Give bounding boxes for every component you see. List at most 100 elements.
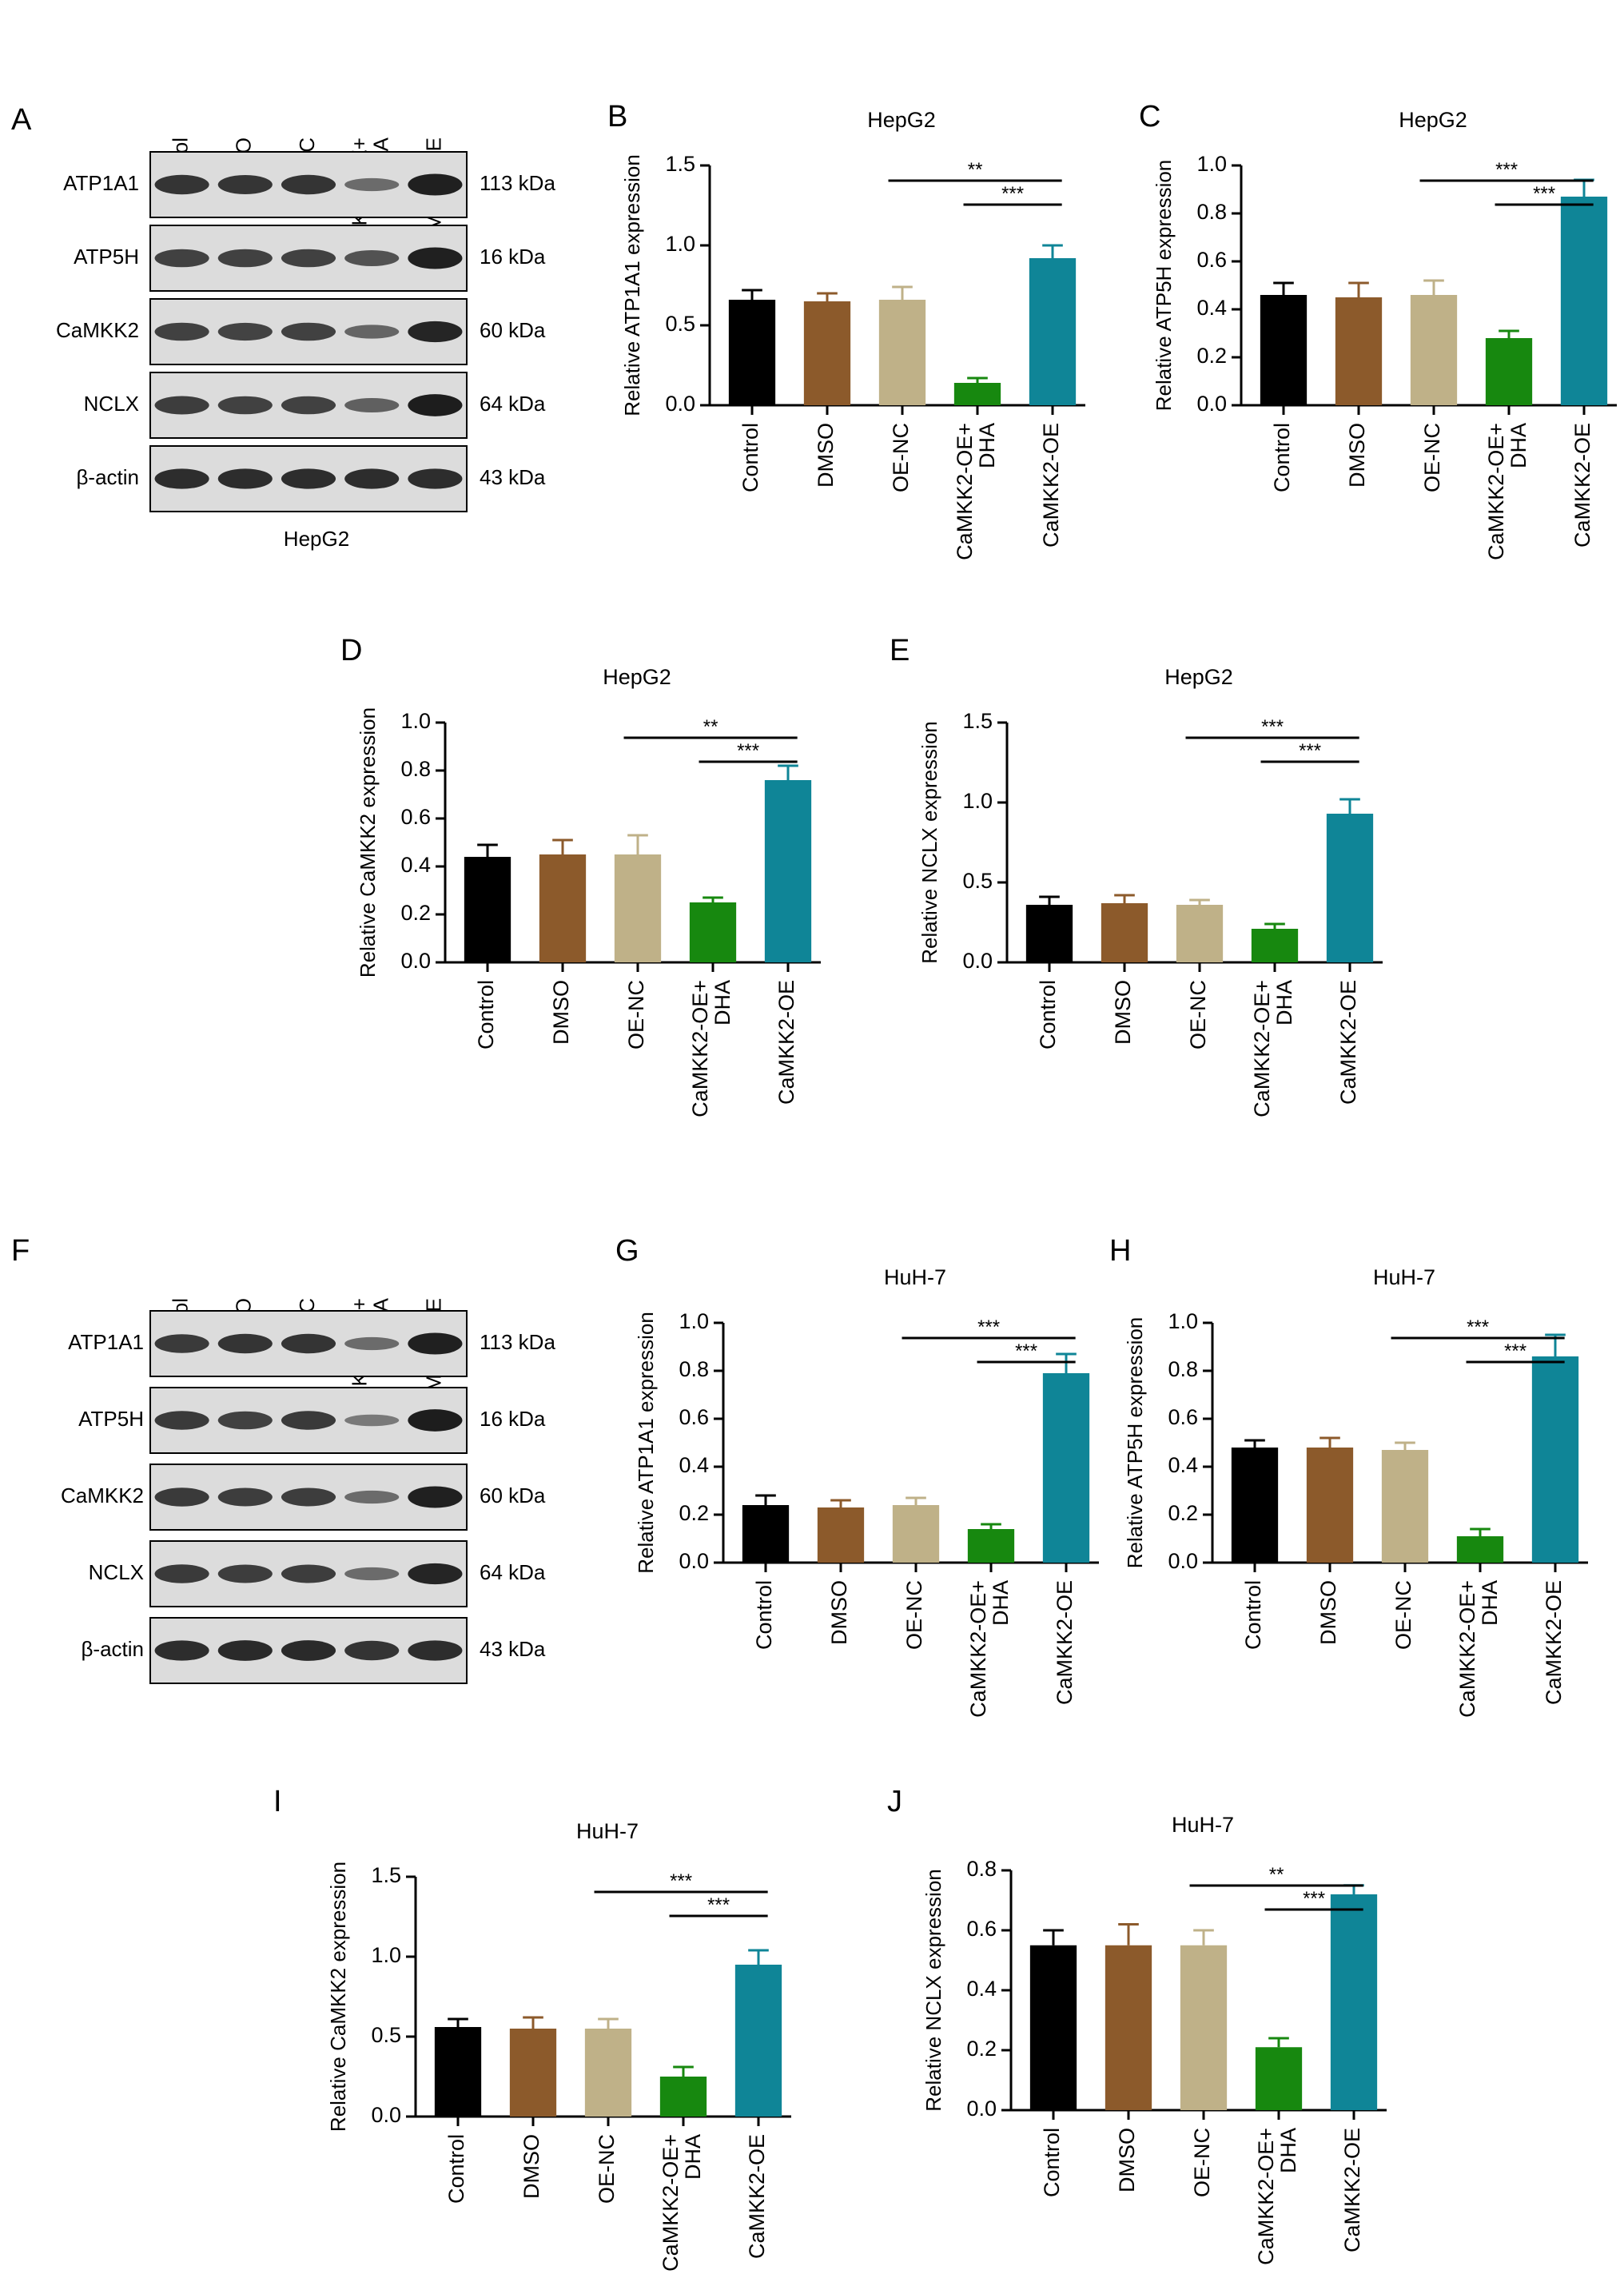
bar-chart-i: HuH-7 0.0 0.5 1.0 1.5 Relative CaMKK2 express…: [326, 1819, 791, 2272]
significance-label: ***: [1015, 1340, 1037, 1362]
blot-band: [217, 322, 273, 341]
x-tick-label-line: Control: [1036, 980, 1060, 1049]
y-tick-label: 0.2: [1196, 344, 1227, 368]
x-tick-label: Control: [474, 980, 498, 1049]
x-tick-label-line: CaMKK2-OE+: [1250, 980, 1274, 1117]
y-tick-label: 0.4: [966, 1977, 997, 2001]
x-tick-label: CaMKK2-OE+DHA: [688, 980, 734, 1117]
blot-band: [217, 1333, 273, 1354]
significance-label: ***: [1467, 1316, 1489, 1338]
y-tick-label: 0.0: [400, 949, 431, 973]
blot-band: [281, 174, 336, 195]
blot-band: [408, 1409, 463, 1432]
bar: [1485, 338, 1533, 405]
x-tick-label: OE-NC: [595, 2134, 619, 2204]
blot-band: [154, 1411, 209, 1430]
panel-letter-a: A: [11, 103, 32, 137]
significance-label: **: [968, 159, 983, 181]
y-tick-label: 1.5: [665, 152, 695, 176]
significance-label: ***: [977, 1316, 1000, 1338]
y-tick-label: 0.0: [371, 2103, 401, 2127]
chart-title: HuH-7: [1172, 1813, 1234, 1837]
x-tick-label-line: OE-NC: [1391, 1580, 1415, 1650]
bar: [764, 780, 812, 962]
bar-chart-h: HuH-7 0.0 0.2 0.4 0.6 0.8 1.0 Relative ATP5H ex…: [1123, 1265, 1588, 1718]
x-tick-label: Control: [738, 423, 762, 492]
bar: [1560, 197, 1608, 405]
blot-size-label: 60 kDa: [480, 1483, 546, 1507]
blot-size-label: 16 kDa: [480, 1407, 546, 1431]
bar: [1251, 929, 1299, 962]
panel-letter-d: D: [340, 634, 362, 667]
x-tick-label-line: Control: [474, 980, 498, 1049]
bar: [728, 300, 776, 405]
y-tick-label: 1.0: [665, 232, 695, 256]
blot-band: [217, 396, 273, 415]
x-tick-label-line: DHA: [1276, 2128, 1300, 2173]
x-tick-label: Control: [752, 1580, 776, 1650]
blot-protein-label: CaMKK2: [56, 318, 139, 342]
western-blot-f: ControlDMSOOE-NCCaMKK2-OE+DHACaMKK2-OEAT…: [61, 1297, 555, 1684]
blot-band: [217, 174, 273, 195]
x-tick-label: CaMKK2-OE: [1039, 423, 1063, 548]
blot-protein-label: ATP1A1: [63, 171, 139, 195]
y-tick-label: 0.2: [1168, 1501, 1198, 1525]
x-tick-label: CaMKK2-OE: [1336, 980, 1360, 1105]
y-axis-label: Relative ATP1A1 expression: [620, 154, 644, 416]
bar: [509, 2029, 557, 2117]
blot-protein-label: ATP5H: [78, 1407, 144, 1431]
blot-band: [281, 468, 336, 489]
bar: [953, 383, 1001, 405]
x-tick-label-line: DHA: [975, 423, 999, 468]
y-tick-label: 0.0: [1168, 1549, 1198, 1573]
x-tick-label-line: Control: [1270, 423, 1294, 492]
blot-band: [281, 396, 336, 415]
y-tick-label: 1.0: [679, 1309, 709, 1333]
x-tick-label: DMSO: [1115, 2128, 1139, 2192]
x-tick-label-line: Control: [752, 1580, 776, 1650]
bar: [1029, 1945, 1077, 2110]
bar: [817, 1507, 865, 1563]
y-tick-label: 0.8: [679, 1357, 709, 1381]
blot-band: [154, 1640, 209, 1661]
x-tick-label-line: DMSO: [519, 2134, 543, 2199]
bar: [1410, 295, 1458, 405]
x-tick-label: Control: [1040, 2128, 1064, 2197]
x-tick-label: DMSO: [814, 423, 838, 488]
y-tick-label: 0.0: [1196, 392, 1227, 416]
blot-band: [281, 322, 336, 341]
blot-band: [154, 249, 209, 268]
blot-band: [344, 1490, 400, 1504]
blot-band: [344, 397, 400, 413]
x-tick-label: CaMKK2-OE+DHA: [1254, 2128, 1300, 2265]
blot-band: [281, 1564, 336, 1583]
y-tick-label: 1.0: [1196, 152, 1227, 176]
bar: [1531, 1356, 1579, 1563]
significance-label: ***: [1504, 1340, 1526, 1362]
y-tick-label: 0.4: [1196, 296, 1227, 320]
x-tick-label: Control: [1036, 980, 1060, 1049]
x-tick-label: Control: [1241, 1580, 1265, 1650]
x-tick-label-line: DMSO: [1111, 980, 1135, 1045]
bar: [539, 854, 587, 962]
blot-cell-line-label: HepG2: [284, 527, 349, 551]
bar: [1335, 297, 1383, 405]
blot-band: [344, 1336, 400, 1351]
bar: [1260, 295, 1308, 405]
blot-band: [408, 321, 463, 343]
x-tick-label: CaMKK2-OE+DHA: [1250, 980, 1296, 1117]
x-tick-label-line: DHA: [1478, 1580, 1502, 1626]
blot-band: [281, 1640, 336, 1661]
bar-chart-g: HuH-7 0.0 0.2 0.4 0.6 0.8 1.0 Relative ATP1A1 e…: [634, 1265, 1099, 1718]
x-tick-label-line: CaMKK2-OE+: [1455, 1580, 1479, 1718]
y-tick-label: 0.5: [665, 312, 695, 336]
panel-letter-f: F: [11, 1234, 30, 1268]
x-tick-label-line: CaMKK2-OE: [1039, 423, 1063, 548]
bar: [1330, 1894, 1378, 2110]
y-axis-label: Relative ATP1A1 expression: [634, 1312, 658, 1574]
bar: [892, 1505, 940, 1563]
bar: [1101, 903, 1148, 962]
x-tick-label-line: Control: [444, 2134, 468, 2204]
blot-size-label: 60 kDa: [480, 318, 546, 342]
